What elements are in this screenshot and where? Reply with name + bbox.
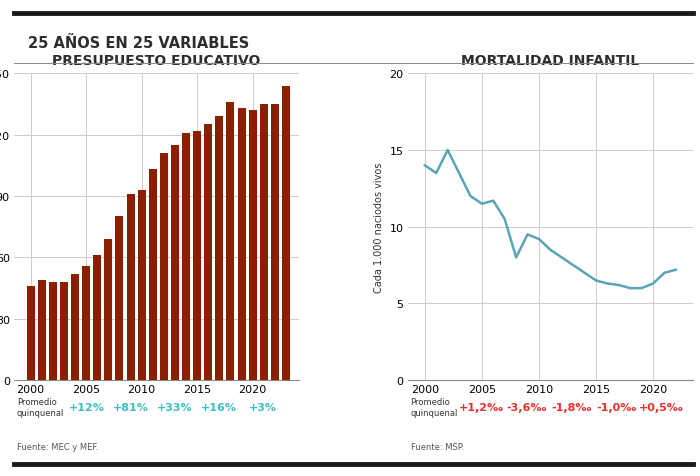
Text: -3,6‰: -3,6‰ (506, 402, 547, 412)
Bar (260, 105, 268, 380)
Bar (60, 282, 68, 380)
Text: +12%: +12% (69, 402, 105, 412)
Title: MORTALIDAD INFANTIL: MORTALIDAD INFANTIL (461, 53, 640, 68)
Text: -1,0‰: -1,0‰ (596, 402, 636, 412)
Bar (193, 131, 201, 380)
Text: 25 AÑOS EN 25 VARIABLES: 25 AÑOS EN 25 VARIABLES (27, 36, 248, 50)
Bar (71, 274, 79, 380)
Bar (216, 117, 223, 380)
Text: Promedio
quinquenal: Promedio quinquenal (17, 397, 64, 417)
Bar (227, 103, 235, 380)
Text: Promedio
quinquenal: Promedio quinquenal (411, 397, 458, 417)
Bar (171, 146, 179, 380)
Bar (49, 282, 57, 380)
Bar (282, 86, 290, 380)
Bar (127, 195, 134, 380)
Bar (82, 266, 90, 380)
Y-axis label: Cada 1.000 naciodos vivos: Cada 1.000 naciodos vivos (374, 162, 384, 292)
Text: Fuente: MEC y MEF.: Fuente: MEC y MEF. (17, 442, 99, 451)
Bar (237, 109, 246, 380)
Bar (116, 217, 123, 380)
Bar (38, 280, 46, 380)
Bar (149, 170, 157, 380)
Text: +16%: +16% (201, 402, 237, 412)
Bar (248, 111, 257, 380)
Bar (160, 154, 168, 380)
Title: PRESUPUESTO EDUCATIVO: PRESUPUESTO EDUCATIVO (52, 53, 261, 68)
Text: +81%: +81% (113, 402, 149, 412)
Text: Fuente: MSP.: Fuente: MSP. (411, 442, 464, 451)
Text: +33%: +33% (157, 402, 193, 412)
Text: -1,8‰: -1,8‰ (551, 402, 591, 412)
Bar (271, 105, 279, 380)
Text: +1,2‰: +1,2‰ (458, 402, 503, 412)
Bar (204, 125, 212, 380)
Text: +0,5‰: +0,5‰ (639, 402, 684, 412)
Bar (182, 133, 190, 380)
Bar (104, 239, 113, 380)
Text: +3%: +3% (248, 402, 276, 412)
Bar (138, 190, 146, 380)
Bar (27, 287, 34, 380)
Bar (93, 256, 102, 380)
